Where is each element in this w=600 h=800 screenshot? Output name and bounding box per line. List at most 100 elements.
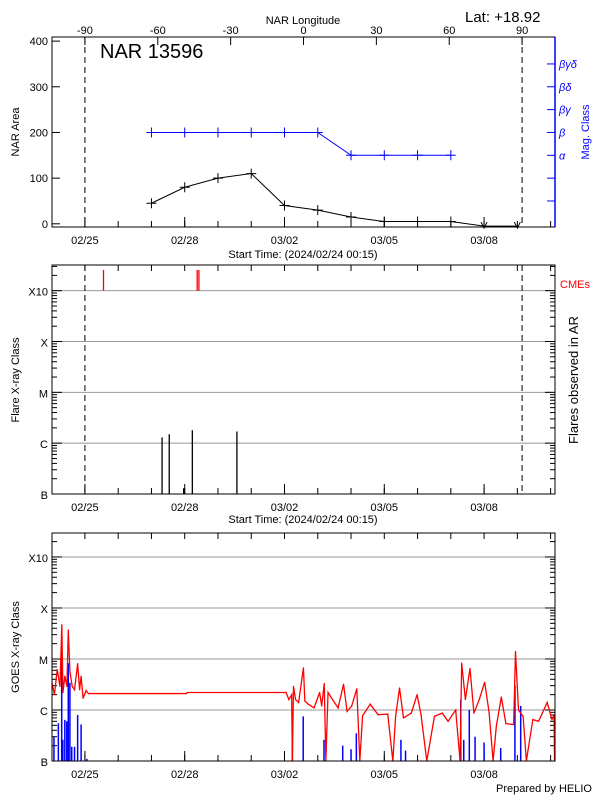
goes-long-point — [186, 691, 188, 694]
goes-long-point — [185, 692, 188, 695]
mag-class-tick-label: βδ — [558, 82, 572, 94]
goes-long-point — [292, 685, 295, 688]
goes-long-point — [553, 714, 555, 716]
nar-area-point — [379, 216, 390, 227]
goes-long-point — [71, 685, 73, 688]
mag-class-point — [146, 127, 157, 138]
y-tick-label: 0 — [42, 219, 48, 231]
y-tick-label: B — [41, 757, 48, 769]
goes-plot-frame — [51, 532, 556, 762]
longitude-tick-label: 90 — [516, 25, 528, 37]
goes-long-point — [62, 691, 64, 694]
flares-ylabel: Flare X-ray Class — [10, 337, 22, 422]
goes-long-point — [61, 624, 63, 626]
goes-ylabel: GOES X-ray Class — [10, 601, 22, 693]
goes-long-point — [441, 712, 443, 714]
goes-long-point — [551, 718, 553, 721]
goes-long-point — [321, 705, 323, 707]
mag-class-point — [179, 127, 190, 138]
x-tick-label: 03/08 — [470, 769, 498, 781]
goes-long-point — [87, 692, 89, 695]
goes-long-point — [332, 700, 335, 702]
goes-long-point — [313, 707, 315, 709]
flares-plot-frame — [51, 264, 556, 495]
goes-long-point — [398, 687, 401, 689]
goes-long-point — [537, 720, 540, 722]
goes-long-point — [387, 713, 389, 715]
mag-class-tick-label: α — [559, 150, 566, 162]
nar-area-line — [151, 173, 518, 227]
goes-long-point — [513, 723, 515, 726]
y-tick-label: 300 — [30, 82, 48, 94]
goes-long-point — [420, 714, 422, 716]
longitude-axis-label: NAR Longitude — [266, 15, 341, 27]
x-tick-label: 02/25 — [71, 235, 99, 247]
goes-long-point — [302, 667, 305, 669]
goes-long-point — [377, 714, 379, 716]
goes-long-point — [69, 670, 71, 673]
nar-area-point — [445, 216, 456, 227]
goes-long-point — [517, 709, 520, 711]
nar-area-point — [346, 211, 357, 222]
x-tick-label: 03/05 — [371, 502, 399, 514]
nar-area-point — [179, 182, 190, 193]
mag-class-line — [151, 131, 451, 156]
longitude-tick-label: 30 — [370, 25, 382, 37]
x-tick-label: 02/28 — [171, 235, 199, 247]
goes-long-point — [351, 705, 353, 707]
nar-area-point — [312, 205, 323, 216]
x-tick-label: 03/05 — [371, 235, 399, 247]
goes-long-point — [402, 717, 405, 719]
goes-long-point — [361, 715, 364, 717]
mag-class-tick-label: βγδ — [558, 59, 578, 71]
mag-class-tick-label: β — [558, 127, 566, 139]
mag-class-label: Mag. Class — [580, 104, 592, 160]
goes-long-point — [67, 629, 69, 631]
latitude-label: Lat: +18.92 — [465, 9, 540, 26]
mag-class-point — [346, 150, 357, 161]
goes-long-point — [66, 685, 68, 688]
goes-long-point — [294, 698, 297, 701]
y-tick-label: M — [39, 388, 48, 400]
goes-long-point — [64, 675, 66, 677]
y-tick-label: 200 — [30, 127, 48, 139]
x-tick-label: 02/28 — [171, 769, 199, 781]
x-tick-label: 02/25 — [71, 502, 99, 514]
goes-long-point — [77, 663, 79, 665]
goes-long-point — [505, 723, 507, 725]
longitude-tick-label: 60 — [443, 25, 455, 37]
footer-credit: Prepared by HELIO — [496, 783, 592, 795]
nar-area-point — [480, 221, 488, 230]
goes-long-point — [342, 683, 345, 685]
nar-area-point — [246, 168, 257, 179]
mag-class-point — [212, 127, 223, 138]
goes-long-point — [346, 710, 348, 712]
longitude-tick-label: -60 — [150, 25, 166, 37]
goes-long-point — [307, 703, 309, 705]
goes-long-point — [495, 725, 497, 727]
goes-long-point — [79, 689, 81, 691]
goes-long-point — [395, 715, 397, 717]
goes-long-point — [356, 688, 358, 690]
x-tick-label: 03/02 — [271, 769, 299, 781]
goes-long-point — [53, 694, 56, 696]
goes-long-point — [327, 691, 329, 694]
goes-long-point — [297, 701, 300, 704]
nar-xlabel: Start Time: (2024/02/24 00:15) — [228, 249, 377, 261]
x-tick-label: 03/05 — [371, 769, 399, 781]
goes-long-point — [285, 691, 287, 694]
goes-long-point — [288, 698, 290, 701]
x-tick-label: 02/25 — [71, 769, 99, 781]
mag-class-tick-label: βγ — [558, 105, 572, 117]
flares-y2label: Flares observed in AR — [566, 316, 581, 444]
goes-long-point — [433, 715, 436, 717]
mag-class-point — [412, 150, 423, 161]
goes-long-point — [323, 682, 325, 685]
nar-area-point — [212, 173, 223, 184]
y-tick-label: X — [41, 338, 49, 350]
x-tick-label: 03/02 — [271, 502, 299, 514]
goes-long-point — [532, 718, 534, 721]
goes-long-point — [473, 712, 475, 714]
goes-long-point — [455, 709, 457, 711]
goes-long-point — [464, 698, 466, 701]
